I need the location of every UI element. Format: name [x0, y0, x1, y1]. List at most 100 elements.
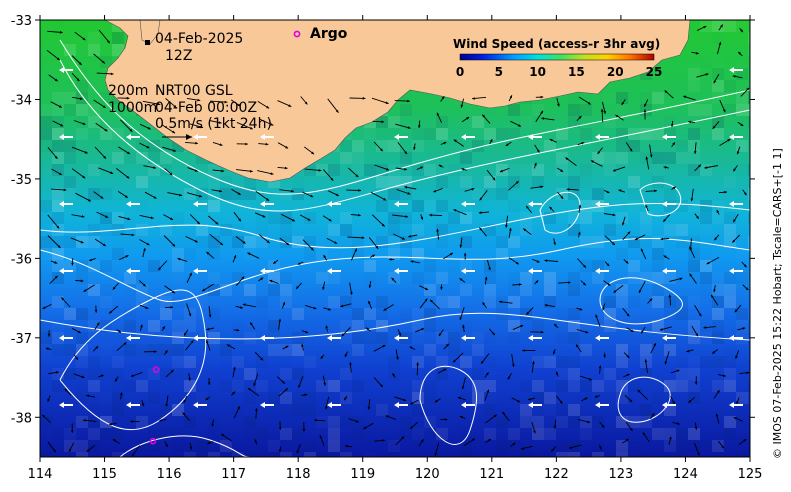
current-vector-arrow-icon — [322, 281, 326, 290]
current-vector-arrow-icon — [235, 305, 244, 309]
current-vector-arrow-icon — [47, 147, 58, 160]
sst-pixel — [532, 320, 544, 332]
current-vector-arrow-icon — [522, 349, 536, 352]
legend-tick-label: 10 — [529, 65, 546, 79]
sst-pixel — [736, 452, 748, 457]
sst-pixel — [100, 344, 112, 356]
current-vector-arrow-icon — [643, 109, 647, 120]
sst-pixel — [544, 272, 556, 284]
sst-pixel — [244, 452, 256, 457]
sst-pixel — [580, 416, 592, 428]
sst-pixel — [412, 164, 424, 176]
sst-pixel — [460, 176, 472, 188]
sst-pixel — [712, 68, 724, 80]
sst-pixel — [364, 272, 376, 284]
current-vector-arrow-icon — [212, 169, 225, 173]
sst-pixel — [268, 260, 280, 272]
legend-tick-label: 5 — [495, 65, 503, 79]
wind-arrow-icon — [595, 201, 609, 207]
current-vector-arrow-icon — [440, 284, 443, 290]
sst-pixel — [268, 344, 280, 356]
current-vector-arrow-icon — [50, 101, 63, 108]
sst-pixel — [412, 356, 424, 368]
sst-pixel — [172, 440, 184, 452]
sst-pixel — [676, 140, 688, 152]
current-vector-arrow-icon — [233, 328, 240, 332]
sst-pixel — [748, 44, 750, 56]
current-vector-arrow-icon — [461, 168, 468, 171]
sst-pixel — [700, 440, 712, 452]
latitude-axis: -33 -34 -35 -36 -37 -38 — [11, 14, 755, 426]
current-vector-arrow-icon — [139, 304, 149, 310]
current-vector-arrow-icon — [691, 325, 699, 337]
sst-pixel — [76, 332, 88, 344]
current-vector-arrow-icon — [139, 324, 143, 332]
sst-pixel — [196, 440, 208, 452]
wind-arrow-icon — [260, 402, 274, 408]
current-vector-arrow-icon — [255, 408, 258, 419]
current-vector-arrow-icon — [373, 344, 386, 352]
sst-pixel — [352, 404, 364, 416]
sst-pixel — [604, 224, 616, 236]
current-vector-arrow-icon — [71, 168, 86, 179]
sst-pixel — [400, 416, 412, 428]
sst-pixel — [376, 320, 388, 332]
current-vector-arrow-icon — [534, 279, 539, 285]
current-vector-arrow-icon — [555, 371, 559, 377]
sst-pixel — [508, 236, 520, 248]
sst-pixel — [544, 392, 556, 404]
current-vector-arrow-icon — [278, 446, 282, 453]
current-vector-arrow-icon — [279, 237, 290, 246]
current-vector-arrow-icon — [71, 327, 82, 334]
sst-pixel — [64, 140, 76, 152]
current-vector-arrow-icon — [499, 167, 510, 173]
current-vector-arrow-icon — [621, 99, 626, 106]
sst-pixel — [76, 128, 88, 140]
sst-pixel — [208, 236, 220, 248]
sst-pixel — [328, 380, 340, 392]
sst-pixel — [436, 224, 448, 236]
current-vector-arrow-icon — [301, 393, 308, 397]
current-vector-arrow-icon — [535, 95, 544, 99]
current-vectors — [41, 24, 750, 457]
sst-pixel — [460, 260, 472, 272]
sst-pixel — [628, 260, 640, 272]
sst-pixel — [676, 224, 688, 236]
current-vector-arrow-icon — [92, 345, 99, 352]
current-vector-arrow-icon — [319, 435, 325, 447]
sst-pixel — [112, 392, 124, 404]
sst-pixel — [640, 332, 652, 344]
current-vector-arrow-icon — [578, 204, 582, 213]
sst-pixel — [424, 380, 436, 392]
current-vector-arrow-icon — [48, 371, 59, 375]
sst-pixel — [280, 452, 292, 457]
sst-pixel — [244, 368, 256, 380]
sst-pixel — [712, 416, 724, 428]
current-vector-arrow-icon — [419, 285, 429, 291]
current-vector-arrow-icon — [236, 142, 248, 146]
sst-pixel — [268, 308, 280, 320]
sst-pixel — [232, 188, 244, 200]
current-vector-arrow-icon — [598, 365, 602, 374]
current-vector-arrow-icon — [157, 260, 168, 271]
current-vector-arrow-icon — [394, 99, 410, 103]
sst-pixel — [676, 368, 688, 380]
current-vector-arrow-icon — [478, 211, 490, 214]
sst-pixel — [724, 368, 736, 380]
sst-pixel — [88, 320, 100, 332]
sst-pixel — [400, 224, 412, 236]
sst-pixel — [460, 452, 472, 457]
sst-pixel — [700, 56, 712, 68]
current-vector-arrow-icon — [254, 212, 266, 218]
sst-pixel — [100, 56, 112, 68]
sst-pixel — [676, 452, 688, 457]
current-vector-arrow-icon — [94, 305, 98, 313]
sst-pixel — [724, 224, 736, 236]
current-vector-arrow-icon — [373, 141, 384, 152]
current-vector-arrow-icon — [602, 303, 606, 311]
sst-pixel — [544, 404, 556, 416]
sst-pixel — [88, 260, 100, 272]
current-vector-arrow-icon — [186, 97, 201, 102]
current-vector-arrow-icon — [533, 162, 537, 169]
sst-pixel — [712, 212, 724, 224]
